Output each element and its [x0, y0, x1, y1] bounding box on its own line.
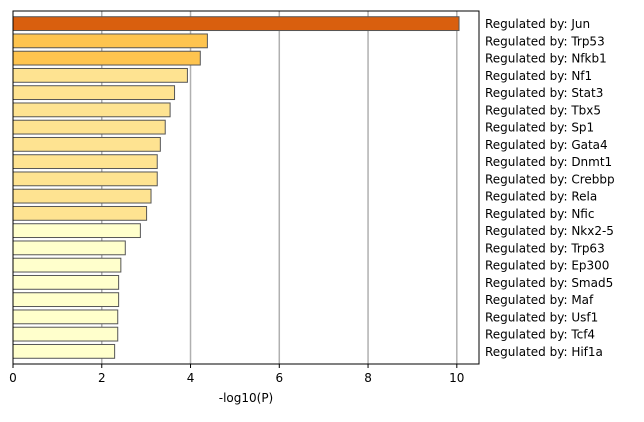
bar — [12, 223, 141, 239]
bar — [12, 171, 158, 187]
category-label: Regulated by: Jun — [485, 17, 590, 31]
x-tick-label: 8 — [364, 371, 372, 385]
x-axis-ticks: 0 2 4 6 8 10 — [9, 364, 464, 385]
category-label: Regulated by: Gata4 — [485, 138, 608, 152]
bar — [12, 50, 201, 66]
bar — [12, 343, 116, 359]
x-tick-label: 0 — [9, 371, 17, 385]
category-label: Regulated by: Nfic — [485, 207, 594, 221]
category-label: Regulated by: Crebbp — [485, 172, 615, 186]
category-label: Regulated by: Dnmt1 — [485, 155, 612, 169]
bar — [12, 292, 120, 308]
category-label: Regulated by: Trp63 — [485, 241, 605, 255]
bar — [12, 188, 152, 204]
bar — [12, 102, 171, 118]
category-label: Regulated by: Nfkb1 — [485, 52, 607, 66]
bar — [12, 257, 122, 273]
plot-frame — [12, 10, 480, 365]
category-label: Regulated by: Tbx5 — [485, 103, 601, 117]
bar — [12, 136, 161, 152]
category-label: Regulated by: Smad5 — [485, 276, 613, 290]
bar — [12, 67, 188, 83]
category-label: Regulated by: Nf1 — [485, 69, 592, 83]
bar — [12, 274, 120, 290]
category-label: Regulated by: Maf — [485, 293, 594, 307]
category-label: Regulated by: Nkx2-5 — [485, 224, 614, 238]
category-label: Regulated by: Usf1 — [485, 310, 598, 324]
bars — [12, 16, 460, 359]
category-label: Regulated by: Sp1 — [485, 121, 594, 135]
bar — [12, 240, 126, 256]
category-label: Regulated by: Stat3 — [485, 86, 603, 100]
x-tick-label: 4 — [187, 371, 195, 385]
x-tick-label: 2 — [98, 371, 106, 385]
category-label: Regulated by: Tcf4 — [485, 328, 595, 342]
category-label: Regulated by: Hif1a — [485, 345, 603, 359]
bar — [12, 326, 119, 342]
category-label: Regulated by: Trp53 — [485, 34, 605, 48]
bar — [12, 205, 148, 221]
category-labels: Regulated by: Jun Regulated by: Trp53 Regu… — [485, 17, 615, 359]
bar — [12, 85, 176, 101]
x-tick-label: 6 — [275, 371, 283, 385]
bar — [12, 309, 119, 325]
bar — [12, 119, 166, 135]
x-axis-label: -log10(P) — [219, 391, 274, 405]
category-label: Regulated by: Ep300 — [485, 259, 609, 273]
bar — [12, 154, 158, 170]
x-tick-label: 10 — [449, 371, 464, 385]
bar — [12, 16, 460, 32]
bar — [12, 33, 208, 49]
category-label: Regulated by: Rela — [485, 190, 597, 204]
